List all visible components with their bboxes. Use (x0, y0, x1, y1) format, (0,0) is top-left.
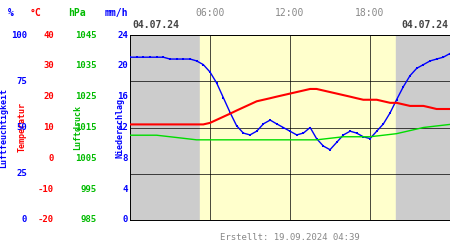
Text: Luftdruck: Luftdruck (73, 105, 82, 150)
Text: Temperatur: Temperatur (18, 102, 27, 152)
Text: 20: 20 (43, 92, 54, 101)
Text: 1045: 1045 (76, 30, 97, 40)
Text: 1015: 1015 (76, 123, 97, 132)
Text: -10: -10 (38, 185, 54, 194)
Text: 12: 12 (117, 123, 128, 132)
Text: 4: 4 (122, 185, 128, 194)
Text: 1005: 1005 (76, 154, 97, 163)
Text: hPa: hPa (68, 8, 86, 18)
Text: 995: 995 (81, 185, 97, 194)
Text: Luftfeuchtigkeit: Luftfeuchtigkeit (0, 88, 9, 168)
Text: 40: 40 (43, 30, 54, 40)
Text: mm/h: mm/h (105, 8, 129, 18)
Text: 30: 30 (43, 61, 54, 70)
Text: 75: 75 (16, 77, 27, 86)
Bar (396, 35, 450, 220)
Text: 100: 100 (11, 30, 27, 40)
Text: 0: 0 (122, 216, 128, 224)
Text: Niederschlag: Niederschlag (116, 98, 125, 158)
Text: 04.07.24: 04.07.24 (401, 20, 448, 30)
Text: Erstellt: 19.09.2024 04:39: Erstellt: 19.09.2024 04:39 (220, 234, 360, 242)
Text: 1035: 1035 (76, 61, 97, 70)
Text: 8: 8 (122, 154, 128, 163)
Text: 04.07.24: 04.07.24 (132, 20, 179, 30)
Text: °C: °C (30, 8, 42, 18)
Text: 10: 10 (43, 123, 54, 132)
Text: 24: 24 (117, 30, 128, 40)
Text: 985: 985 (81, 216, 97, 224)
Text: 0: 0 (22, 216, 27, 224)
Text: 20: 20 (117, 61, 128, 70)
Bar (200, 35, 396, 220)
Text: 06:00: 06:00 (195, 8, 225, 18)
Text: 12:00: 12:00 (275, 8, 305, 18)
Text: 16: 16 (117, 92, 128, 101)
Bar (130, 35, 200, 220)
Text: 25: 25 (16, 169, 27, 178)
Text: 1025: 1025 (76, 92, 97, 101)
Text: 0: 0 (49, 154, 54, 163)
Text: %: % (8, 8, 14, 18)
Text: 18:00: 18:00 (356, 8, 385, 18)
Text: -20: -20 (38, 216, 54, 224)
Text: 50: 50 (16, 123, 27, 132)
